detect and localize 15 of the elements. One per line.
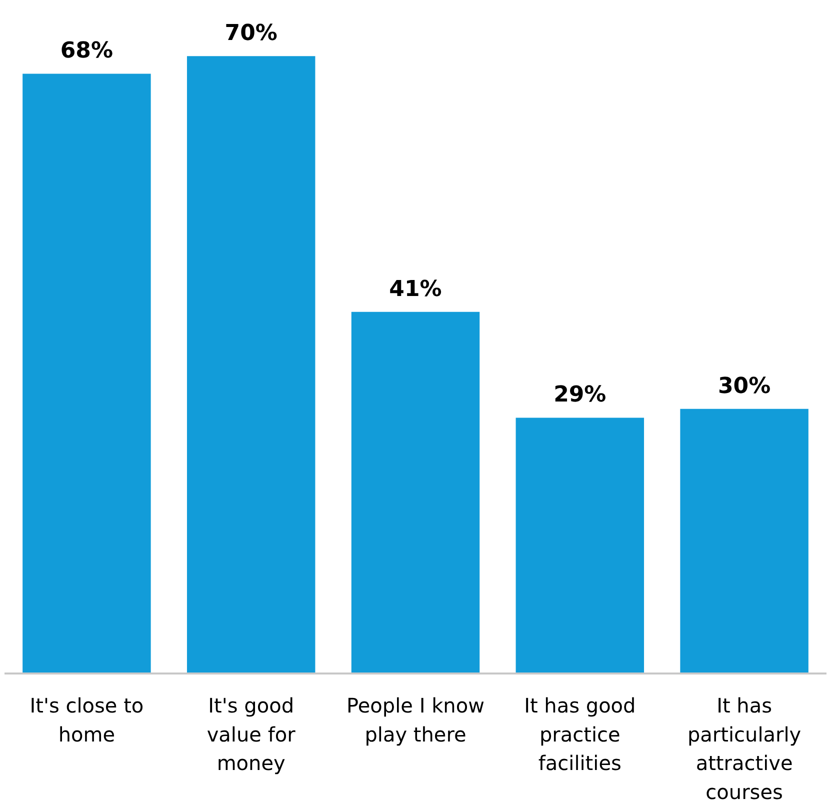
- data-label: 41%: [389, 276, 442, 302]
- data-label: 29%: [554, 382, 606, 408]
- x-tick-label: It has good practice facilities: [524, 694, 636, 776]
- bar: [186, 56, 316, 674]
- bar: [351, 312, 480, 674]
- data-label: 30%: [718, 374, 771, 399]
- data-label: 68%: [60, 38, 114, 64]
- bar: [516, 418, 644, 674]
- x-tick-label: People I know play there: [346, 694, 484, 746]
- x-tick-label: It has particularly attractive courses: [687, 694, 802, 804]
- x-tick-label: It's good value for money: [206, 694, 296, 776]
- bar: [680, 408, 808, 674]
- data-label: 70%: [224, 21, 278, 46]
- x-tick-label: It's close to home: [30, 694, 144, 746]
- bar: [22, 74, 151, 674]
